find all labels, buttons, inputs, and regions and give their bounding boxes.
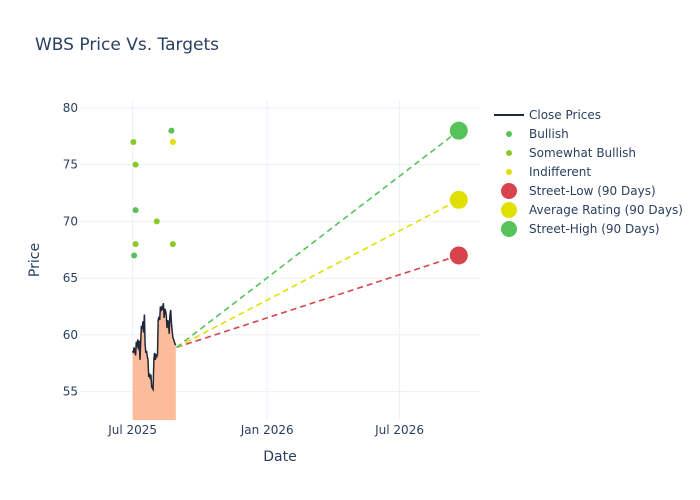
rating-point[interactable] — [169, 241, 176, 248]
rating-point[interactable] — [130, 138, 137, 145]
rating-point[interactable] — [132, 241, 139, 248]
x-tick-label: Jan 2026 — [240, 423, 294, 437]
y-tick-label: 80 — [63, 101, 78, 115]
rating-point[interactable] — [168, 127, 175, 134]
rating-point[interactable] — [132, 161, 139, 168]
x-tick-label: Jul 2025 — [107, 423, 157, 437]
legend-item[interactable]: Street-Low (90 Days) — [501, 183, 656, 199]
legend-target-swatch — [501, 202, 517, 218]
close-price-line[interactable] — [131, 303, 177, 393]
grid — [80, 100, 480, 420]
rating-point[interactable] — [131, 252, 138, 259]
chart-title: WBS Price Vs. Targets — [35, 35, 219, 55]
legend-item[interactable]: Somewhat Bullish — [506, 146, 636, 160]
y-tick-label: 65 — [63, 271, 78, 285]
legend-label: Indifferent — [529, 165, 591, 179]
legend-dot-swatch — [506, 150, 512, 156]
y-tick-label: 60 — [63, 328, 78, 342]
target-projection-line — [176, 254, 460, 349]
legend-item[interactable]: Indifferent — [506, 165, 591, 179]
rating-point[interactable] — [153, 218, 160, 225]
legend-item[interactable]: Close Prices — [494, 108, 601, 122]
x-axis-title: Date — [263, 449, 296, 465]
legend-item[interactable]: Average Rating (90 Days) — [501, 202, 683, 218]
y-axis-ticks: 55 60 65 70 75 80 — [63, 101, 78, 399]
x-axis-ticks: Jul 2025 Jan 2026 Jul 2026 — [107, 423, 424, 437]
legend[interactable]: Close Prices Bullish Somewhat Bullish Indif… — [494, 108, 683, 237]
target-projection-line — [176, 199, 460, 349]
rating-point[interactable] — [132, 207, 139, 214]
target-marker[interactable] — [449, 121, 468, 140]
y-axis-title: Price — [27, 243, 43, 277]
legend-item[interactable]: Street-High (90 Days) — [501, 221, 660, 237]
legend-label: Bullish — [529, 127, 569, 141]
y-tick-label: 55 — [63, 385, 78, 399]
legend-dot-swatch — [506, 169, 512, 175]
y-tick-label: 75 — [63, 158, 78, 172]
plot-area — [130, 121, 468, 420]
legend-target-swatch — [501, 183, 517, 199]
y-tick-label: 70 — [63, 214, 78, 228]
target-marker[interactable] — [449, 190, 468, 209]
target-projection-line — [176, 130, 460, 349]
legend-dot-swatch — [506, 131, 512, 137]
legend-label: Somewhat Bullish — [529, 146, 636, 160]
legend-target-swatch — [501, 221, 517, 237]
legend-label: Street-Low (90 Days) — [529, 184, 656, 198]
legend-item[interactable]: Bullish — [506, 127, 569, 141]
target-marker[interactable] — [449, 246, 468, 265]
legend-label: Close Prices — [529, 108, 601, 122]
x-tick-label: Jul 2026 — [374, 423, 424, 437]
legend-label: Street-High (90 Days) — [529, 222, 660, 236]
rating-point[interactable] — [169, 138, 176, 145]
legend-label: Average Rating (90 Days) — [529, 203, 683, 217]
